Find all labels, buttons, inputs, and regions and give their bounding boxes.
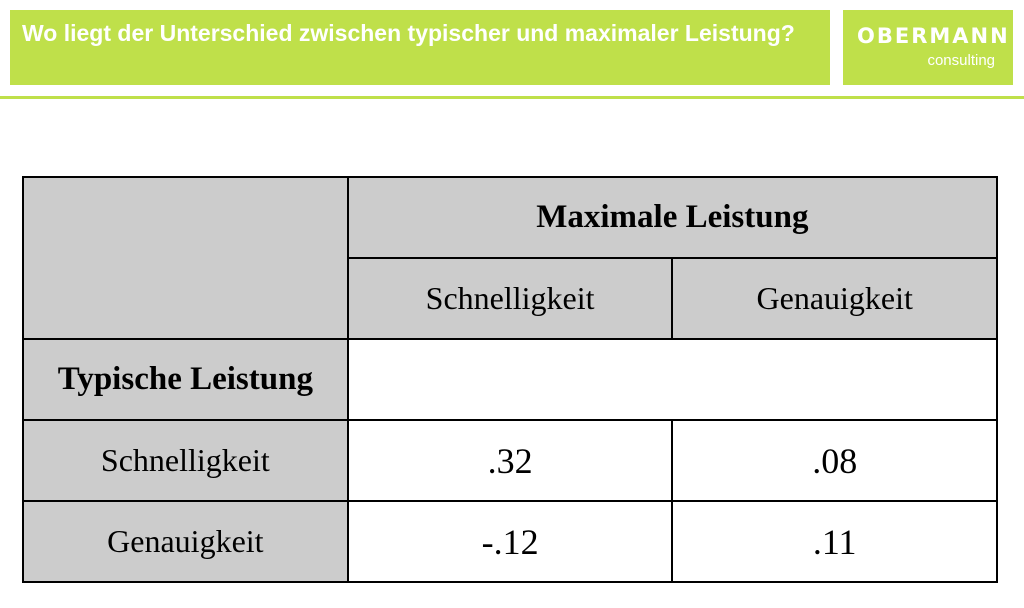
row-label-speed: Schnelligkeit [22,419,349,502]
row-label-accuracy: Genauigkeit [22,500,349,583]
title-bar: Wo liegt der Unterschied zwischen typisc… [10,10,830,85]
company-logo: OBERMANN consulting [843,10,1013,85]
table-row: Schnelligkeit .32 .08 [22,419,998,502]
table-row: Genauigkeit -.12 .11 [22,500,998,583]
value-speed-speed: .32 [346,419,674,502]
value-speed-accuracy: .08 [671,419,998,502]
page-title: Wo liegt der Unterschied zwischen typisc… [22,20,795,46]
header-divider [0,96,1024,99]
table-subheader-row: Schnelligkeit Genauigkeit [23,257,998,340]
typical-performance-header: Typische Leistung [22,338,349,421]
empty-group-cell [346,338,999,421]
logo-tagline: consulting [927,52,995,69]
table-header-row: Maximale Leistung [22,176,999,340]
column-header-accuracy: Genauigkeit [671,257,998,340]
maximal-performance-header: Maximale Leistung [346,176,999,259]
value-accuracy-accuracy: .11 [671,500,998,583]
empty-corner-cell [22,176,349,340]
table-group-row: Typische Leistung [22,338,999,421]
logo-wordmark: OBERMANN [857,24,1010,48]
column-header-speed: Schnelligkeit [346,257,674,340]
value-accuracy-speed: -.12 [346,500,674,583]
correlation-table: Maximale Leistung Schnelligkeit Genauigk… [22,176,999,583]
